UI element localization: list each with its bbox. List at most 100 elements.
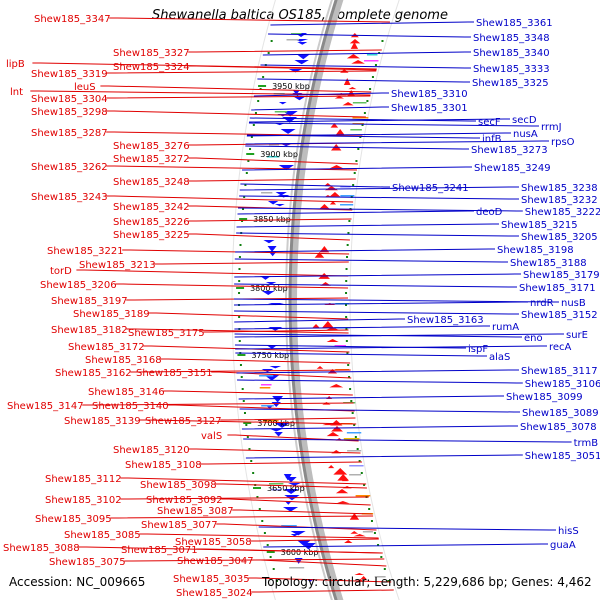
- track-marker: [361, 124, 364, 126]
- gene-label: Shew185_3095: [35, 514, 112, 525]
- gene-leader-line: [234, 310, 519, 315]
- scale-tick-label: 3750 kbp: [251, 351, 289, 360]
- reverse-gene-arrow: [292, 90, 300, 95]
- gene-label: rumA: [492, 322, 519, 333]
- scale-tick-label: 3950 kbp: [272, 82, 310, 91]
- category-stripe: [347, 450, 362, 452]
- forward-gene-arrow: [349, 39, 361, 44]
- gene-label: infB: [482, 134, 502, 145]
- gene-label: Shew185_3324: [113, 62, 190, 73]
- track-marker: [345, 280, 348, 282]
- gene-label: Shew185_3179: [523, 270, 600, 281]
- forward-gene-arrow: [322, 423, 335, 426]
- scale-tick-label: 3900 kbp: [260, 150, 298, 159]
- gene-label: Shew185_3189: [73, 309, 150, 320]
- track-marker: [246, 436, 249, 438]
- track-marker: [380, 556, 383, 558]
- gene-leader-line: [126, 328, 349, 334]
- track-marker: [381, 40, 384, 42]
- gene-label: Shew185_3120: [113, 445, 190, 456]
- track-marker: [363, 112, 366, 114]
- gene-leader-line: [234, 333, 564, 338]
- category-stripe: [262, 420, 279, 422]
- gene-label: Shew185_3085: [64, 530, 141, 541]
- track-marker: [241, 388, 244, 390]
- category-stripe: [261, 192, 273, 194]
- track-marker: [345, 316, 348, 318]
- category-stripe: [261, 405, 274, 407]
- track-marker: [345, 292, 348, 294]
- gene-leader-line: [188, 49, 382, 53]
- gene-label: lnt: [10, 87, 23, 98]
- category-stripe: [281, 525, 297, 527]
- gene-label: Shew185_3243: [31, 192, 108, 203]
- reverse-gene-arrow: [267, 303, 284, 306]
- track-marker: [241, 220, 244, 222]
- track-marker: [247, 160, 250, 162]
- gene-leader-line: [139, 419, 357, 425]
- track-marker: [352, 184, 355, 186]
- gene-leader-line: [200, 461, 363, 465]
- track-marker: [373, 532, 376, 534]
- gene-leader-line: [238, 207, 523, 212]
- gene-label: Shew185_3102: [45, 495, 122, 506]
- track-marker: [377, 544, 380, 546]
- gene-label: Shew185_3127: [145, 416, 222, 427]
- forward-gene-arrow: [330, 123, 339, 128]
- reverse-gene-arrow: [288, 483, 301, 486]
- gene-leader-line: [234, 325, 490, 330]
- gene-leader-line: [148, 312, 349, 320]
- gene-label: surE: [566, 330, 588, 341]
- gene-label: Shew185_3361: [476, 18, 553, 29]
- category-stripe: [259, 387, 271, 389]
- gene-leader-line: [246, 134, 480, 139]
- forward-gene-arrow: [335, 489, 349, 494]
- gene-leader-line: [220, 417, 356, 421]
- gene-leader-line: [245, 145, 469, 150]
- gene-leader-line: [221, 498, 371, 506]
- category-stripe: [291, 33, 302, 35]
- gene-leader-line: [203, 329, 349, 333]
- gene-label: nusA: [513, 129, 538, 140]
- gene-leader-line: [167, 404, 355, 412]
- track-marker: [370, 520, 373, 522]
- gene-leader-line: [251, 589, 394, 593]
- gene-label: Shew185_3298: [31, 107, 108, 118]
- track-marker: [354, 436, 357, 438]
- track-marker: [346, 352, 349, 354]
- reverse-gene-arrow: [285, 477, 297, 483]
- category-stripe: [260, 384, 272, 386]
- gene-leader-line: [106, 110, 366, 118]
- track-marker: [346, 244, 349, 246]
- track-marker: [242, 208, 245, 210]
- track-marker: [257, 100, 260, 102]
- track-marker: [238, 316, 241, 318]
- category-stripe: [355, 495, 371, 497]
- track-marker: [347, 232, 350, 234]
- gene-label: Shew185_3347: [34, 14, 111, 25]
- gene-label: hisS: [558, 526, 579, 537]
- forward-gene-arrow: [354, 573, 365, 576]
- reverse-gene-arrow: [274, 432, 283, 437]
- gene-label: Shew185_3078: [520, 422, 597, 433]
- category-stripe: [350, 129, 362, 131]
- gene-leader-line: [263, 543, 548, 548]
- gene-label: Shew185_3310: [391, 89, 468, 100]
- forward-gene-arrow: [350, 42, 359, 49]
- leader-lines: [30, 17, 572, 593]
- track-marker: [240, 376, 243, 378]
- gene-label: Shew185_3108: [125, 460, 202, 471]
- gene-leader-line: [268, 33, 471, 38]
- gene-label: Shew185_3112: [45, 474, 122, 485]
- reverse-gene-arrow: [263, 240, 275, 244]
- forward-gene-arrow: [360, 576, 367, 580]
- gene-label: Shew185_3092: [146, 495, 223, 506]
- track-marker: [238, 280, 241, 282]
- gene-label: lipB: [6, 59, 25, 70]
- gene-label: Shew185_3106: [525, 379, 600, 390]
- scale-tick-label: 3600 kbp: [281, 548, 319, 557]
- forward-gene-arrow: [351, 60, 365, 64]
- track-marker: [356, 448, 359, 450]
